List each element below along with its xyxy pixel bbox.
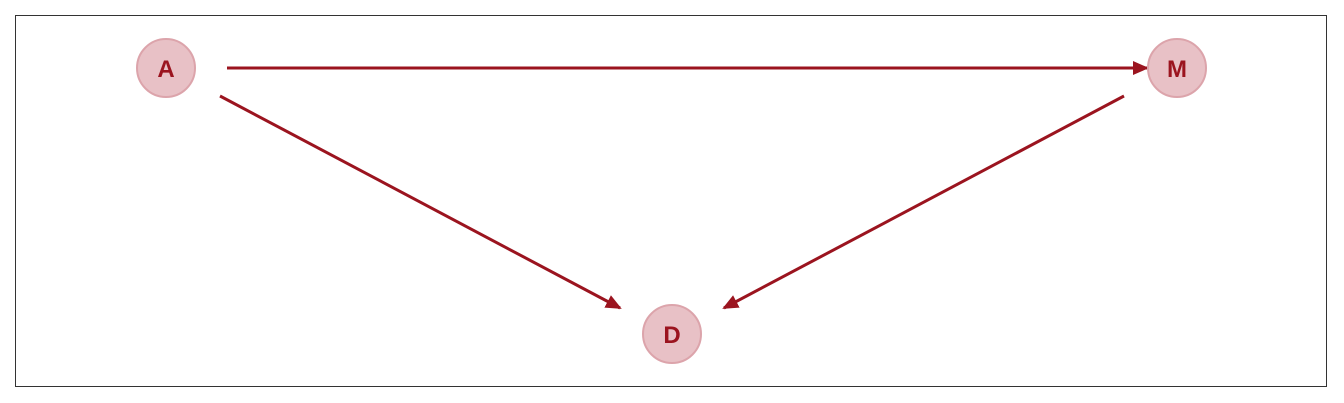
node-m-label: M: [1167, 56, 1187, 83]
node-m[interactable]: M: [1147, 38, 1207, 98]
edge-m-to-d: [722, 94, 1125, 310]
node-a-label: A: [157, 56, 174, 83]
node-a-circle: [136, 38, 196, 98]
edge-a-to-d: [219, 94, 622, 310]
node-d-label: D: [663, 322, 680, 349]
node-m-circle: [1147, 38, 1207, 98]
node-d[interactable]: D: [642, 304, 702, 364]
node-a[interactable]: A: [136, 38, 196, 98]
node-d-circle: [642, 304, 702, 364]
